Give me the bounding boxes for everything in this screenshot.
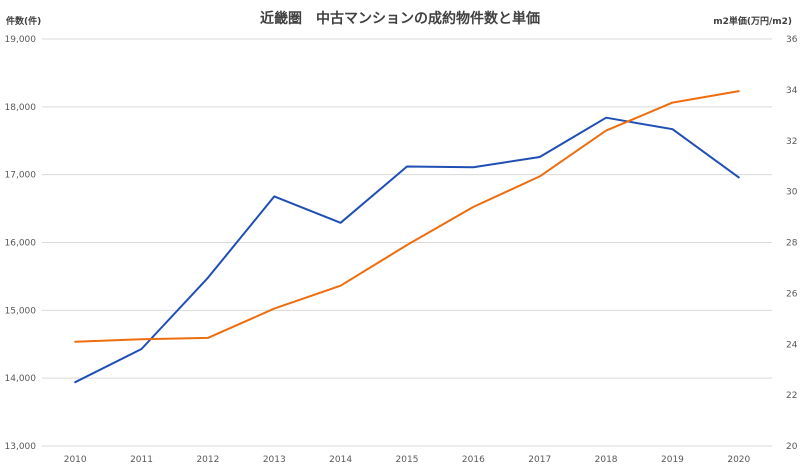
- x-tick-label: 2015: [396, 455, 419, 465]
- right-axis-title: m2単価(万円/m2): [713, 17, 792, 27]
- left-tick-label: 16,000: [5, 239, 37, 249]
- right-tick-label: 36: [786, 35, 798, 45]
- x-tick-label: 2016: [462, 455, 485, 465]
- left-axis-title: 件数(件): [6, 17, 42, 27]
- right-tick-label: 20: [786, 442, 798, 452]
- left-tick-label: 19,000: [5, 35, 37, 45]
- x-tick-label: 2014: [329, 455, 352, 465]
- left-tick-label: 18,000: [5, 103, 37, 113]
- x-tick-label: 2019: [661, 455, 684, 465]
- right-tick-label: 34: [786, 86, 798, 96]
- x-tick-label: 2010: [64, 455, 87, 465]
- x-tick-label: 2017: [528, 455, 551, 465]
- x-tick-label: 2020: [727, 455, 750, 465]
- left-tick-label: 14,000: [5, 374, 37, 384]
- left-tick-label: 17,000: [5, 171, 37, 181]
- right-tick-label: 26: [786, 289, 798, 299]
- right-tick-label: 22: [786, 391, 797, 401]
- x-tick-label: 2018: [595, 455, 618, 465]
- right-tick-label: 30: [786, 188, 798, 198]
- series-line-2: [74, 90, 740, 343]
- right-tick-label: 28: [786, 239, 798, 249]
- x-tick-label: 2012: [196, 455, 219, 465]
- right-tick-label: 32: [786, 137, 797, 147]
- x-tick-label: 2011: [130, 455, 153, 465]
- right-tick-label: 24: [786, 340, 798, 350]
- left-tick-label: 13,000: [5, 442, 37, 452]
- x-tick-label: 2013: [263, 455, 286, 465]
- chart-title: 近畿圏 中古マンションの成約物件数と単価: [260, 11, 540, 27]
- left-tick-label: 15,000: [5, 306, 37, 316]
- series-line-1: [74, 116, 740, 384]
